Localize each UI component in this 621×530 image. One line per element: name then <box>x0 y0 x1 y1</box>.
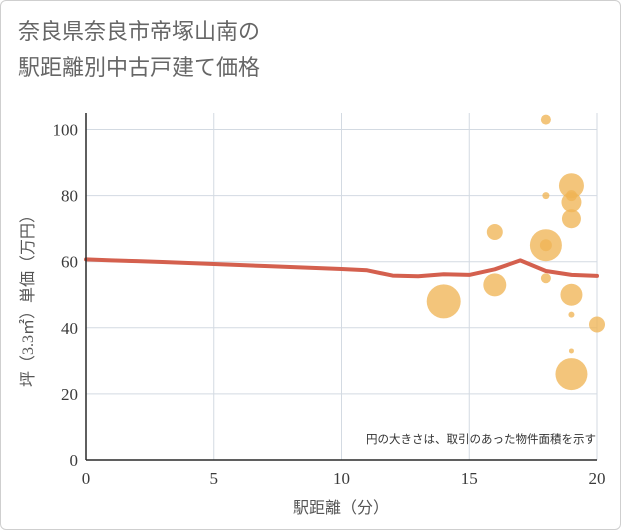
scatter-point <box>555 358 588 391</box>
scatter-point <box>561 192 582 213</box>
tick-labels: 0 5 10 15 20 0 20 40 60 80 100 <box>53 121 606 488</box>
scatter-point <box>486 223 503 240</box>
scatter-point <box>589 316 605 333</box>
y-tick-label: 20 <box>61 385 78 404</box>
scatter-point <box>539 239 552 252</box>
x-tick-label: 15 <box>461 469 478 488</box>
size-note: 円の大きさは、取引のあった物件面積を示す <box>366 432 596 446</box>
scatter-point <box>542 192 550 200</box>
grid-lines <box>86 113 598 460</box>
y-tick-label: 40 <box>61 319 78 338</box>
scatter-point <box>483 273 507 297</box>
x-axis-label: 駅距離（分） <box>293 499 389 517</box>
scatter-point <box>561 209 581 229</box>
scatter-point <box>568 348 574 354</box>
scatter-point <box>568 311 575 318</box>
y-tick-label: 80 <box>61 187 78 206</box>
scatter-point <box>426 284 461 319</box>
scatter-point <box>540 114 551 125</box>
chart-title-line-2: 駅距離別中古戸建て価格 <box>18 56 261 81</box>
trend-line <box>84 257 599 279</box>
x-tick-label: 5 <box>210 469 219 488</box>
y-axis-label: 坪（3.3㎡）単価（万円） <box>19 207 37 387</box>
scatter-points <box>426 114 605 391</box>
scatter-point <box>558 173 584 199</box>
x-tick-label: 10 <box>333 469 350 488</box>
axes <box>85 113 597 461</box>
trend-line-group <box>84 257 599 279</box>
scatter-point <box>560 283 583 306</box>
scatter-point <box>540 273 551 284</box>
y-tick-label: 60 <box>61 253 78 272</box>
x-tick-label: 20 <box>589 469 606 488</box>
y-tick-label: 100 <box>53 121 79 140</box>
y-tick-label: 0 <box>70 451 79 470</box>
chart-title: 奈良県奈良市帝塚山南の 駅距離別中古戸建て価格 <box>18 15 260 87</box>
x-tick-label: 0 <box>82 469 91 488</box>
chart-title-line-1: 奈良県奈良市帝塚山南の <box>18 20 261 45</box>
